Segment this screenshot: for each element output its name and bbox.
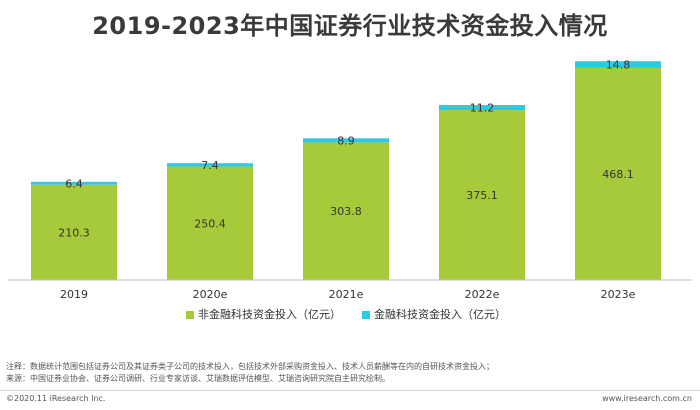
data-label-non-fintech-2022e: 375.1 bbox=[466, 189, 498, 202]
x-tick-label: 2023e bbox=[601, 288, 636, 301]
x-tick-label: 2022e bbox=[465, 288, 500, 301]
data-label-fintech-2021e: 8.9 bbox=[337, 134, 355, 147]
bar-fintech-2020e bbox=[167, 163, 253, 167]
legend-swatch-non-fintech bbox=[186, 311, 194, 319]
note-line: 注释：数据统计范围包括证券公司及其证券类子公司的技术投入，包括技术外部采购资金投… bbox=[6, 362, 494, 371]
bar-fintech-2023e bbox=[575, 61, 661, 68]
x-tick-label: 2019 bbox=[60, 288, 88, 301]
legend-swatch-fintech bbox=[362, 311, 370, 319]
data-label-non-fintech-2019: 210.3 bbox=[58, 226, 90, 239]
chart-notes: 注释：数据统计范围包括证券公司及其证券类子公司的技术投入，包括技术外部采购资金投… bbox=[6, 361, 494, 385]
data-label-non-fintech-2021e: 303.8 bbox=[330, 205, 362, 218]
copyright-text: ©2020.11 iResearch Inc. bbox=[6, 394, 106, 403]
bar-fintech-2021e bbox=[303, 138, 389, 143]
bar-non-fintech-2023e bbox=[575, 67, 661, 280]
stacked-bar-chart: 210.3 6.4 2019 250.4 7.4 2020e 303.8 8.9 2021e 37… bbox=[8, 59, 692, 321]
x-tick-label: 2020e bbox=[193, 288, 228, 301]
data-label-fintech-2023e: 14.8 bbox=[606, 59, 631, 72]
data-label-fintech-2019: 6.4 bbox=[65, 177, 83, 190]
bar-non-fintech-2021e bbox=[303, 142, 389, 280]
data-label-non-fintech-2020e: 250.4 bbox=[194, 217, 226, 230]
bar-non-fintech-2022e bbox=[439, 110, 525, 280]
bar-fintech-2022e bbox=[439, 104, 525, 111]
legend-label-non-fintech: 非金融科技资金投入（亿元） bbox=[198, 307, 341, 321]
source-line: 来源：中国证券业协会、证券公司调研、行业专家访谈、艾瑞数据评估模型、艾瑞咨询研究… bbox=[6, 374, 390, 383]
bar-non-fintech-2019 bbox=[31, 184, 117, 280]
data-label-non-fintech-2023e: 468.1 bbox=[602, 168, 634, 181]
website-text: www.iresearch.com.cn bbox=[602, 394, 692, 403]
x-tick-label: 2021e bbox=[329, 288, 364, 301]
footer-divider bbox=[0, 390, 700, 391]
legend-label-fintech: 金融科技资金投入（亿元） bbox=[374, 307, 506, 321]
data-label-fintech-2022e: 11.2 bbox=[470, 102, 495, 115]
bar-fintech-2019 bbox=[31, 181, 117, 185]
data-label-fintech-2020e: 7.4 bbox=[201, 159, 219, 172]
chart-title: 2019-2023年中国证券行业技术资金投入情况 bbox=[92, 12, 608, 40]
bar-non-fintech-2020e bbox=[167, 166, 253, 280]
